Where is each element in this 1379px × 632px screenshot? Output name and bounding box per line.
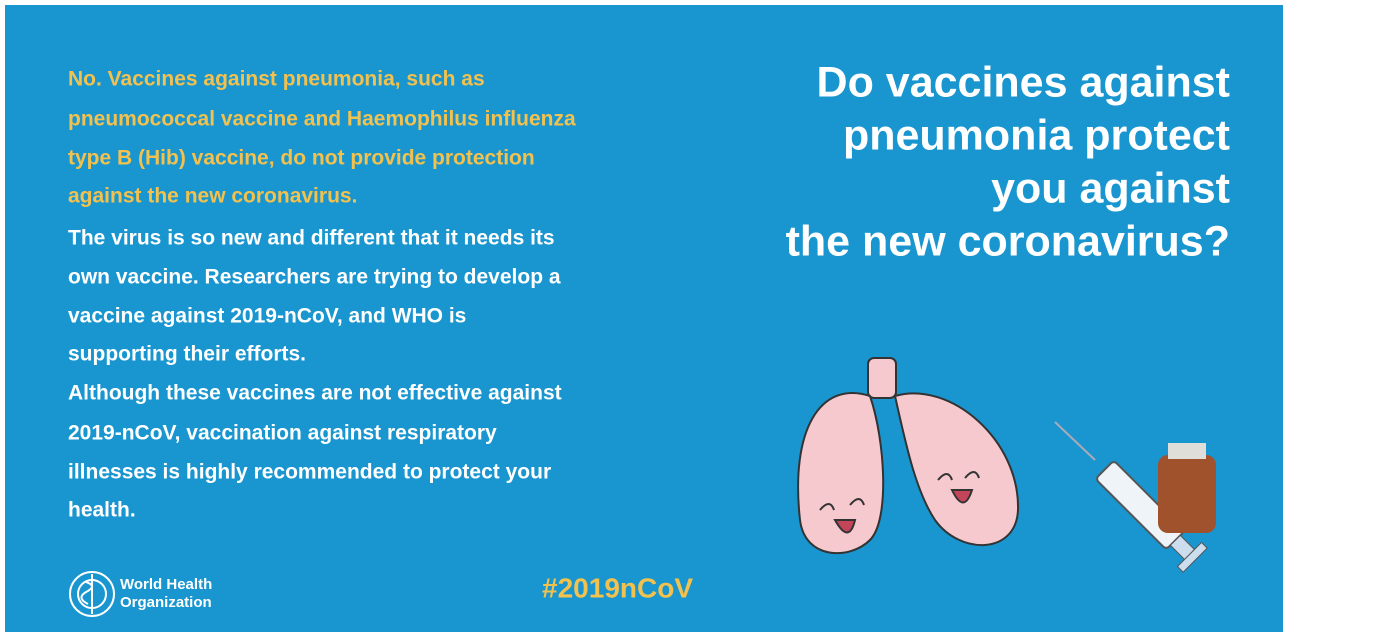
explanation-line: own vaccine. Researchers are trying to d… [68, 266, 561, 289]
explanation-line: supporting their efforts. [68, 343, 306, 366]
question-line: Do vaccines against [817, 58, 1230, 106]
logo-text: World Health [120, 576, 212, 593]
question-line: the new coronavirus? [786, 217, 1230, 265]
answer-line: type B (Hib) vaccine, do not provide pro… [68, 147, 535, 170]
answer-line: against the new coronavirus. [68, 185, 357, 208]
explanation-line: health. [68, 499, 136, 522]
question-line: pneumonia protect [843, 111, 1230, 159]
explanation-line: illnesses is highly recommended to prote… [68, 461, 551, 484]
explanation-line: The virus is so new and different that i… [68, 227, 555, 250]
explanation-line: vaccine against 2019-nCoV, and WHO is [68, 305, 466, 328]
hashtag: #2019nCoV [542, 572, 693, 603]
logo-text: Organization [120, 594, 212, 611]
explanation-line: Although these vaccines are not effectiv… [68, 382, 562, 405]
answer-line: No. Vaccines against pneumonia, such as [68, 68, 485, 91]
infographic: No. Vaccines against pneumonia, such as p… [0, 0, 1379, 632]
page: No. Vaccines against pneumonia, such as p… [0, 0, 1379, 632]
answer-line: pneumococcal vaccine and Haemophilus inf… [68, 108, 576, 131]
explanation-line: 2019-nCoV, vaccination against respirato… [68, 422, 497, 445]
question-line: you against [991, 164, 1230, 212]
